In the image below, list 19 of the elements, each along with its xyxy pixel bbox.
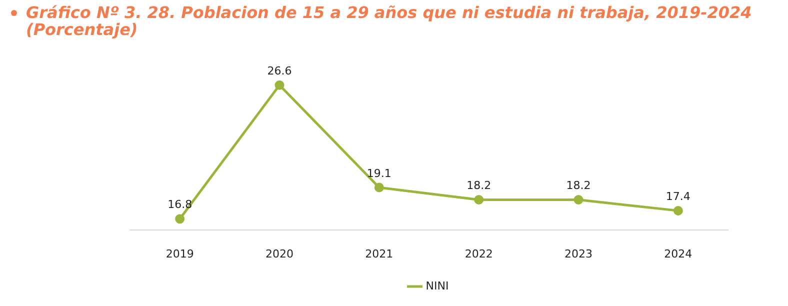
- x-tick-label: 2023: [564, 247, 592, 260]
- chart-title: Gráfico Nº 3. 28. Poblacion de 15 a 29 años que ni estudia ni trabaja, 2019-2024 (Porcentaje): [25, 3, 753, 39]
- point: [274, 80, 284, 90]
- x-tick-label: 2022: [464, 247, 493, 260]
- point: [175, 214, 185, 224]
- x-tick-label: 2021: [365, 247, 394, 260]
- legend-label: NINI: [426, 279, 449, 292]
- x-tick-label: 2024: [664, 247, 692, 260]
- point: [673, 206, 683, 216]
- data-label: 19.1: [366, 166, 392, 180]
- x-tick-label: 2019: [166, 247, 194, 260]
- data-label: 18.2: [466, 179, 492, 192]
- point: [474, 195, 484, 205]
- data-label: 26.6: [267, 64, 292, 78]
- data-label: 17.4: [666, 190, 690, 204]
- data-label: 18.2: [566, 179, 591, 192]
- point: [574, 195, 584, 205]
- point: [374, 182, 384, 192]
- x-tick-label: 2020: [266, 247, 294, 260]
